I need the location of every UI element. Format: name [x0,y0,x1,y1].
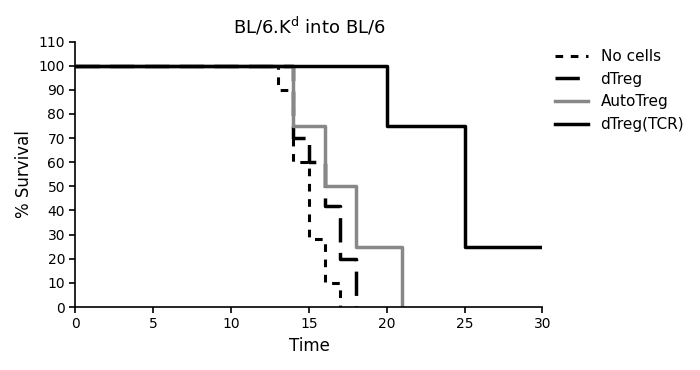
No cells [321,281,329,285]
dTreg(TCR) [461,124,469,128]
Legend: No cells, dTreg, AutoTreg, dTreg(TCR): No cells, dTreg, AutoTreg, dTreg(TCR) [555,49,684,132]
No cells [336,281,344,285]
AutoTreg [398,245,407,249]
Line: AutoTreg: AutoTreg [76,65,402,307]
dTreg [336,204,344,208]
No cells [289,88,298,92]
dTreg(TCR) [538,245,547,249]
AutoTreg [71,63,80,68]
AutoTreg [351,245,360,249]
dTreg [289,63,298,68]
No cells [304,160,313,164]
dTreg [321,160,329,164]
No cells [289,160,298,164]
dTreg [351,256,360,261]
dTreg [289,136,298,140]
dTreg(TCR) [383,124,391,128]
AutoTreg [289,63,298,68]
No cells [304,237,313,242]
dTreg [304,136,313,140]
AutoTreg [351,184,360,189]
Title: BL/6.K$^\mathrm{d}$ into BL/6: BL/6.K$^\mathrm{d}$ into BL/6 [232,15,385,37]
dTreg [304,160,313,164]
AutoTreg [383,245,391,249]
No cells [71,63,80,68]
Y-axis label: % Survival: % Survival [15,130,33,218]
dTreg [336,256,344,261]
AutoTreg [398,305,407,309]
Line: No cells: No cells [76,65,340,307]
dTreg [351,305,360,309]
AutoTreg [321,124,329,128]
No cells [336,305,344,309]
X-axis label: Time: Time [288,337,330,355]
No cells [321,237,329,242]
No cells [274,63,282,68]
AutoTreg [321,184,329,189]
dTreg [71,63,80,68]
Line: dTreg: dTreg [76,65,356,307]
No cells [274,88,282,92]
dTreg [321,204,329,208]
dTreg(TCR) [461,245,469,249]
dTreg(TCR) [383,63,391,68]
AutoTreg [289,124,298,128]
AutoTreg [383,245,391,249]
Line: dTreg(TCR): dTreg(TCR) [76,65,542,247]
dTreg(TCR) [71,63,80,68]
